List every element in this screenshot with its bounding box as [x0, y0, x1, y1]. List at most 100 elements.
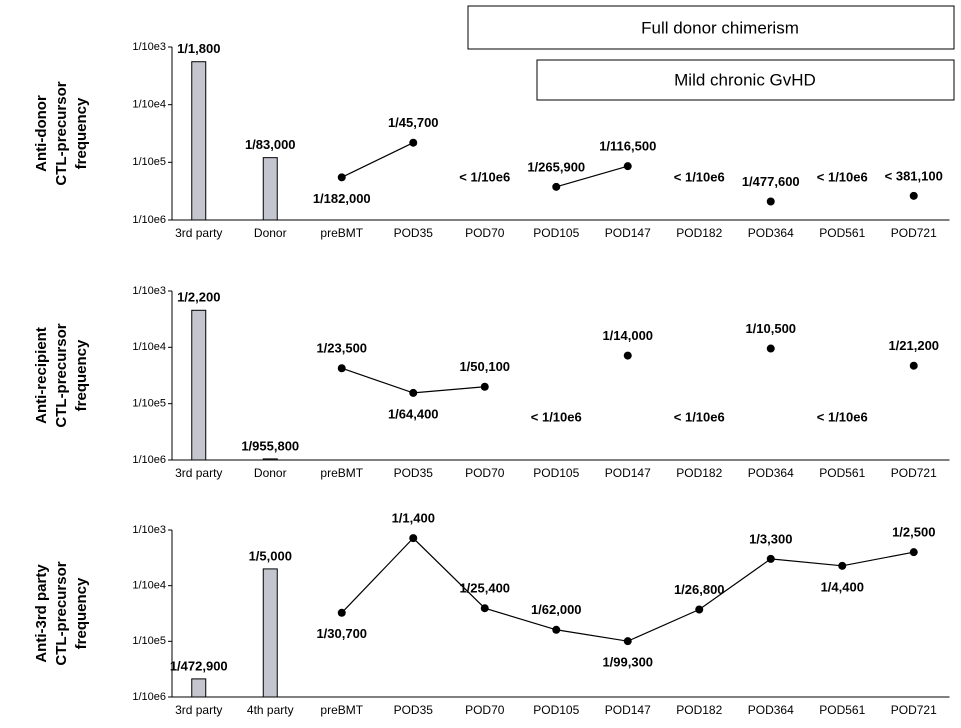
x-tick-label: Donor — [254, 466, 287, 480]
point — [623, 351, 632, 360]
x-tick-label: 4th party — [247, 703, 294, 717]
y-axis-title: Anti-3rd party — [33, 564, 50, 663]
value-label: 1/50,100 — [459, 359, 510, 374]
y-tick-label: 1/10e4 — [132, 341, 166, 353]
x-tick-label: POD721 — [891, 226, 937, 240]
value-label: 1/955,800 — [241, 438, 299, 453]
point — [838, 561, 847, 570]
value-label: 1/3,300 — [749, 531, 792, 546]
x-tick-label: POD364 — [748, 703, 794, 717]
x-tick-label: POD35 — [394, 466, 434, 480]
value-label: 1/5,000 — [249, 548, 292, 563]
bar — [262, 568, 278, 698]
value-label: 1/265,900 — [527, 159, 585, 174]
point — [695, 605, 704, 614]
point — [409, 138, 418, 147]
y-tick-label: 1/10e5 — [132, 635, 166, 647]
x-tick-label: POD721 — [891, 703, 937, 717]
y-axis-title: Anti-recipient — [33, 327, 50, 424]
value-label: 1/1,800 — [177, 41, 220, 56]
point — [552, 625, 561, 634]
value-label: 1/62,000 — [531, 602, 582, 617]
x-tick-label: POD70 — [465, 226, 505, 240]
value-label: 1/2,500 — [892, 525, 935, 540]
point — [623, 637, 632, 646]
point — [909, 191, 918, 200]
value-label: 1/2,200 — [177, 290, 220, 305]
value-label: 1/1,400 — [392, 511, 435, 526]
value-label: < 1/10e6 — [459, 169, 510, 184]
value-label: 1/116,500 — [599, 139, 656, 154]
value-label: 1/14,000 — [602, 328, 653, 343]
point — [480, 382, 489, 391]
point — [552, 182, 561, 191]
point — [337, 173, 346, 182]
value-label: 1/45,700 — [388, 115, 439, 130]
x-tick-label: POD364 — [748, 226, 794, 240]
x-tick-label: POD721 — [891, 466, 937, 480]
y-tick-label: 1/10e6 — [132, 454, 166, 466]
bar — [191, 678, 207, 698]
x-tick-label: POD147 — [605, 226, 651, 240]
x-tick-label: POD35 — [394, 226, 434, 240]
y-tick-label: 1/10e4 — [132, 99, 166, 111]
point — [409, 534, 418, 543]
point — [766, 197, 775, 206]
x-tick-label: POD147 — [605, 703, 651, 717]
x-tick-label: POD70 — [465, 703, 505, 717]
x-tick-label: POD105 — [533, 703, 579, 717]
y-axis-title: frequency — [73, 339, 90, 411]
point — [623, 162, 632, 171]
x-tick-label: POD182 — [676, 466, 722, 480]
y-tick-label: 1/10e6 — [132, 214, 166, 226]
bar — [191, 61, 207, 221]
y-tick-label: 1/10e6 — [132, 691, 166, 703]
value-label: 1/25,400 — [459, 581, 510, 596]
y-axis-title: CTL-precursor — [53, 323, 70, 427]
x-tick-label: preBMT — [320, 226, 363, 240]
value-label: 1/472,900 — [170, 658, 228, 673]
value-label: 1/23,500 — [316, 341, 367, 356]
point — [409, 388, 418, 397]
x-tick-label: 3rd party — [175, 466, 222, 480]
value-label: 1/10,500 — [745, 321, 796, 336]
x-tick-label: 3rd party — [175, 226, 222, 240]
point — [909, 548, 918, 557]
y-axis-title: CTL-precursor — [53, 81, 70, 185]
x-tick-label: preBMT — [320, 703, 363, 717]
y-tick-label: 1/10e3 — [132, 524, 166, 536]
y-axis-title: frequency — [73, 97, 90, 169]
value-label: 1/30,700 — [316, 626, 367, 641]
x-tick-label: POD182 — [676, 226, 722, 240]
y-tick-label: 1/10e5 — [132, 156, 166, 168]
x-tick-label: POD561 — [819, 466, 865, 480]
annotation: Full donor chimerism — [641, 18, 799, 37]
value-label: < 1/10e6 — [674, 169, 725, 184]
value-label: 1/4,400 — [821, 579, 864, 594]
value-label: 1/26,800 — [674, 582, 725, 597]
annotation-box — [467, 5, 955, 50]
x-tick-label: 3rd party — [175, 703, 222, 717]
value-label: < 1/10e6 — [817, 409, 868, 424]
point — [909, 361, 918, 370]
value-label: 1/64,400 — [388, 406, 439, 421]
point — [766, 554, 775, 563]
point — [766, 344, 775, 353]
y-tick-label: 1/10e5 — [132, 398, 166, 410]
x-tick-label: POD70 — [465, 466, 505, 480]
x-tick-label: POD561 — [819, 703, 865, 717]
x-tick-label: POD35 — [394, 703, 434, 717]
value-label: 1/99,300 — [602, 655, 653, 670]
annotation: Mild chronic GvHD — [674, 70, 816, 89]
point — [337, 364, 346, 373]
y-tick-label: 1/10e3 — [132, 41, 166, 53]
x-tick-label: POD105 — [533, 226, 579, 240]
value-label: < 1/10e6 — [531, 409, 582, 424]
annotation-box — [536, 59, 955, 101]
x-tick-label: POD561 — [819, 226, 865, 240]
bar — [262, 157, 278, 221]
bar — [262, 458, 278, 461]
value-label: 1/477,600 — [742, 174, 800, 189]
y-tick-label: 1/10e3 — [132, 285, 166, 297]
